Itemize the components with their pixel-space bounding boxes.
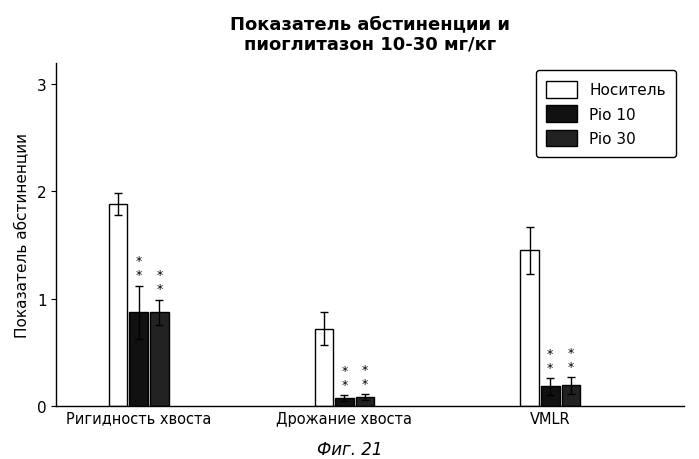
Text: *: *	[136, 269, 142, 282]
Text: *: *	[136, 255, 142, 268]
Title: Показатель абстиненции и
пиоглитазон 10-30 мг/кг: Показатель абстиненции и пиоглитазон 10-…	[230, 15, 510, 54]
Text: *: *	[568, 360, 574, 373]
Text: *: *	[362, 363, 368, 376]
Text: *: *	[547, 347, 554, 360]
Text: *: *	[362, 377, 368, 390]
Text: Фиг. 21: Фиг. 21	[317, 441, 382, 459]
Bar	[129, 313, 148, 406]
Text: *: *	[341, 364, 347, 377]
Legend: Носитель, Pio 10, Pio 30: Носитель, Pio 10, Pio 30	[535, 71, 677, 157]
Text: *: *	[156, 283, 162, 296]
Bar	[561, 386, 580, 406]
Bar	[109, 205, 127, 406]
Bar	[521, 251, 539, 406]
Y-axis label: Показатель абстиненции: Показатель абстиненции	[15, 133, 30, 337]
Text: *: *	[341, 378, 347, 391]
Text: *: *	[156, 269, 162, 282]
Bar	[315, 329, 333, 406]
Bar	[356, 397, 375, 406]
Text: *: *	[568, 346, 574, 359]
Text: *: *	[547, 361, 554, 374]
Bar	[541, 386, 559, 406]
Bar	[150, 313, 168, 406]
Bar	[336, 398, 354, 406]
